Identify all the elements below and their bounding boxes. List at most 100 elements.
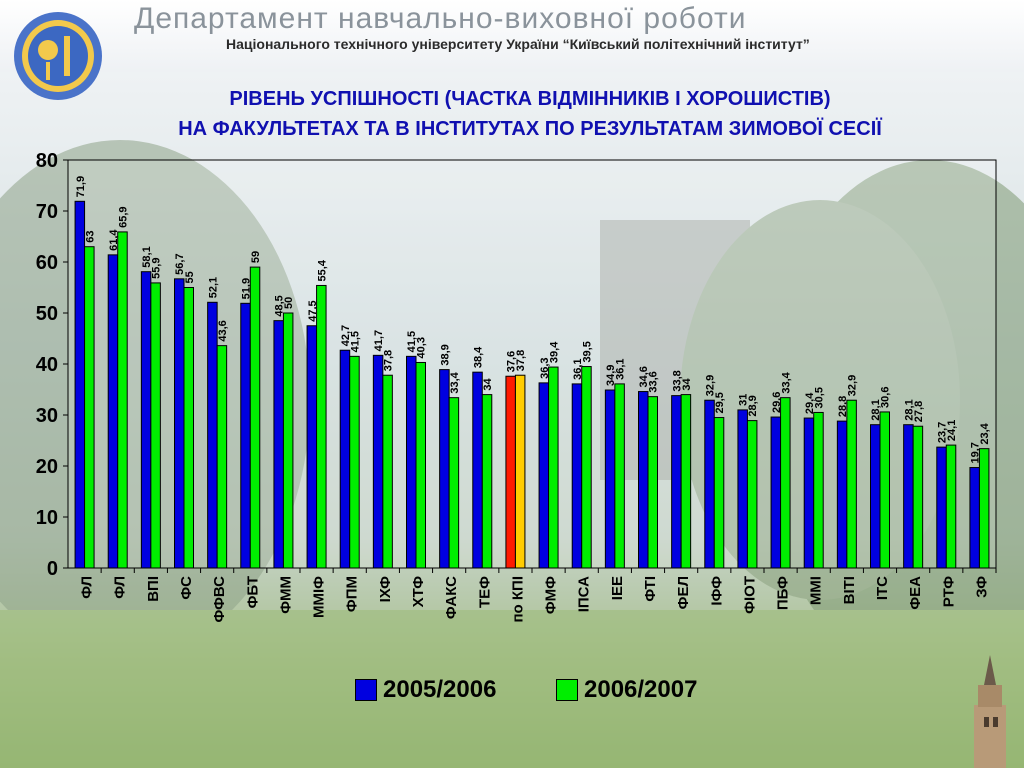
university-logo-icon	[14, 12, 102, 100]
data-label: 28,9	[747, 395, 759, 416]
bar-2006	[448, 397, 460, 569]
data-label: 43,6	[217, 320, 229, 341]
y-tick-label: 40	[36, 354, 58, 376]
bar-2005	[538, 382, 550, 569]
data-label: 39,4	[548, 341, 560, 363]
y-tick-label: 20	[36, 456, 58, 478]
x-category-label: ФЛ	[112, 576, 129, 599]
x-category-label: ТЕФ	[476, 576, 493, 608]
bar-2006	[780, 397, 791, 569]
x-category-label: ФМФ	[543, 576, 560, 614]
bar-2005	[936, 446, 947, 569]
x-category-label: ФІОТ	[741, 576, 758, 614]
bar-2006	[978, 448, 990, 569]
data-label: 23,4	[979, 422, 991, 444]
data-label: 50	[283, 297, 295, 309]
x-category-label: ПБФ	[775, 576, 792, 610]
department-title: Департамент навчально-виховної роботи	[134, 2, 747, 35]
bar-2006	[349, 355, 360, 569]
data-label: 37,6	[506, 351, 518, 372]
bar-2005	[803, 417, 815, 569]
data-label: 24,1	[946, 420, 958, 441]
bar-2006	[713, 417, 725, 569]
data-label: 58,1	[141, 246, 153, 267]
x-category-label: ММІ	[808, 576, 825, 605]
data-label: 38,4	[473, 346, 485, 368]
y-tick-label: 70	[36, 201, 58, 223]
bar-2005	[406, 355, 417, 569]
bar-2006	[879, 411, 890, 569]
data-label: 56,7	[174, 253, 186, 274]
bar-2006	[481, 394, 493, 569]
x-category-label: ІФФ	[708, 576, 725, 606]
bar-2005	[737, 409, 748, 569]
data-label: 41,5	[349, 331, 361, 352]
x-category-label: ФАКС	[443, 576, 460, 619]
legend-item-2006: 2006/2007	[556, 676, 697, 704]
legend-item-2005: 2005/2006	[355, 676, 496, 704]
bar-2005	[671, 395, 682, 569]
data-label: 29,5	[714, 392, 726, 413]
data-label: 34	[681, 377, 693, 390]
bar-2005	[604, 389, 616, 569]
bar-2005	[638, 391, 649, 569]
data-label: 28,1	[870, 399, 882, 420]
data-label: 61,4	[108, 229, 120, 251]
bar-2005	[505, 375, 516, 569]
bar-2005	[836, 420, 848, 569]
bar-2005	[107, 254, 119, 569]
x-category-label: ФЛ	[79, 576, 96, 599]
y-tick-label: 60	[36, 252, 58, 274]
data-label: 19,7	[970, 442, 982, 463]
y-tick-label: 0	[47, 558, 58, 580]
x-category-label: ІТС	[874, 576, 891, 600]
legend-label-2005: 2005/2006	[383, 676, 497, 703]
legend-swatch-2005	[355, 679, 377, 701]
bar-2006	[150, 282, 161, 569]
bar-2006	[415, 361, 426, 569]
data-label: 47,5	[307, 300, 319, 321]
bar-2006	[912, 425, 924, 569]
data-label: 33,4	[780, 371, 792, 393]
slide-title-line2: НА ФАКУЛЬТЕТАХ ТА В ІНСТИТУТАХ ПО РЕЗУЛЬ…	[178, 118, 882, 140]
x-category-label: ФС	[178, 576, 195, 600]
bar-2006	[316, 284, 327, 569]
x-category-label: по КПІ	[509, 576, 526, 623]
department-subtitle: Національного технічного університету Ук…	[226, 36, 810, 52]
bar-2006	[514, 374, 526, 569]
data-label: 28,1	[903, 399, 915, 420]
data-label: 23,7	[937, 422, 949, 443]
bar-2006	[581, 366, 592, 569]
bar-2006	[282, 312, 294, 569]
x-category-label: РТФ	[940, 576, 957, 607]
bar-2006	[813, 411, 824, 569]
x-category-label: ФЕЛ	[675, 576, 692, 609]
bar-2005	[770, 416, 782, 569]
bar-2006	[183, 287, 194, 569]
data-label: 65,9	[117, 206, 129, 227]
bar-2005	[306, 325, 318, 569]
data-label: 63	[84, 230, 96, 242]
bar-chart: 0102030405060708071,963ФЛ61,465,9ФЛ58,15…	[36, 150, 997, 623]
bar-2005	[870, 424, 881, 569]
x-category-label: ВІТІ	[841, 576, 858, 604]
x-category-label: ХТФ	[410, 576, 427, 608]
data-label: 38,9	[439, 344, 451, 365]
data-label: 29,4	[804, 392, 816, 414]
x-category-label: ВПІ	[145, 576, 162, 602]
data-label: 34,9	[605, 365, 617, 386]
bar-2006	[614, 383, 625, 569]
data-label: 71,9	[75, 176, 87, 197]
data-label: 30,6	[880, 387, 892, 408]
data-label: 37,8	[515, 350, 527, 371]
bar-2005	[240, 302, 251, 569]
bar-2006	[117, 231, 128, 569]
x-category-label: ФФВС	[211, 576, 228, 623]
x-category-label: ІЕЕ	[609, 576, 626, 600]
data-label: 32,9	[705, 375, 717, 396]
data-label: 55,9	[151, 257, 163, 278]
x-category-label: ЗФ	[973, 576, 990, 598]
bar-2006	[249, 266, 261, 569]
data-label: 36,1	[572, 358, 584, 379]
data-label: 32,9	[847, 375, 859, 396]
